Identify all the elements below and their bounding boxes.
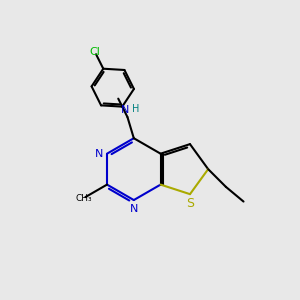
Text: S: S — [186, 197, 194, 210]
Text: Cl: Cl — [89, 46, 100, 57]
Text: N: N — [95, 149, 103, 159]
Text: N: N — [121, 105, 129, 115]
Text: H: H — [132, 103, 140, 113]
Text: N: N — [130, 204, 138, 214]
Text: CH₃: CH₃ — [75, 194, 92, 203]
